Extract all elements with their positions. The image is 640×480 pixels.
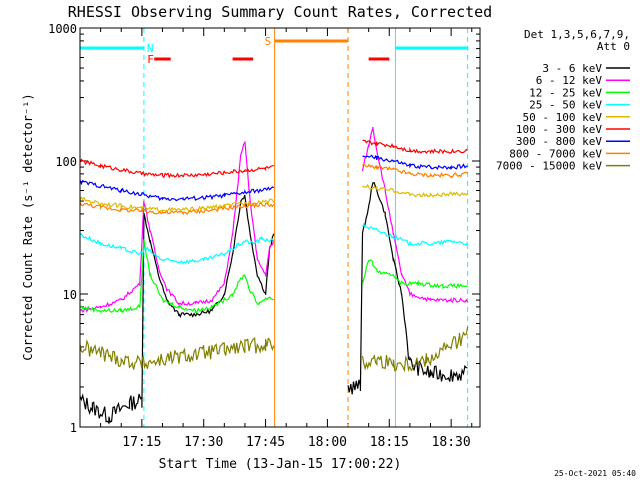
annotation-label-s: S — [265, 35, 272, 48]
annotation-label-f: F — [147, 53, 154, 66]
series-line — [79, 183, 469, 213]
series-line — [79, 222, 469, 265]
legend-entry-label: 50 - 100 keV — [523, 111, 603, 124]
series-line — [79, 239, 468, 314]
x-tick-label: 18:00 — [308, 435, 347, 450]
legend-header-line-1: Det 1,3,5,6,7,9, — [524, 28, 630, 41]
x-tick-label: 18:30 — [432, 435, 471, 450]
annotation-label-n: N — [147, 42, 154, 55]
legend-entry-label: 12 - 25 keV — [529, 86, 602, 99]
footer-timestamp: 25-Oct-2021 05:40 — [554, 469, 636, 478]
x-tick-label: 17:15 — [122, 435, 161, 450]
series-line — [79, 154, 468, 202]
legend-entry-label: 7000 - 15000 keV — [496, 160, 602, 173]
legend-entry-label: 100 - 300 keV — [516, 123, 602, 136]
plot-area: 1 10 100 1000 17:15 17:30 17:45 18:00 18:15 18:30… — [48, 22, 480, 450]
legend-entry-label: 25 - 50 keV — [529, 99, 602, 112]
legend-entry-label: 6 - 12 keV — [536, 74, 603, 87]
series-line — [79, 163, 469, 216]
x-axis-label: Start Time (13-Jan-15 17:00:22) — [159, 457, 402, 472]
legend-header-line-2: Att 0 — [597, 40, 630, 53]
legend-entry-label: 800 - 7000 keV — [509, 147, 602, 160]
chart-title: RHESSI Observing Summary Count Rates, Co… — [68, 3, 492, 21]
plot-frame — [79, 27, 481, 428]
y-tick-label: 10 — [63, 288, 77, 302]
y-tick-label: 1 — [70, 421, 77, 435]
legend-entry-label: 3 - 6 keV — [542, 62, 602, 75]
series-line — [79, 181, 468, 425]
series-line — [79, 139, 468, 179]
y-axis-label: Corrected Count Rate (s⁻¹ detector⁻¹) — [21, 93, 35, 360]
y-tick-label: 100 — [55, 155, 77, 169]
series-line — [79, 326, 469, 373]
x-tick-label: 17:45 — [246, 435, 285, 450]
series-line — [79, 126, 469, 313]
legend-entry-label: 300 - 800 keV — [516, 135, 602, 148]
x-tick-label: 17:30 — [184, 435, 223, 450]
y-tick-label: 1000 — [48, 22, 77, 36]
x-tick-label: 18:15 — [370, 435, 409, 450]
